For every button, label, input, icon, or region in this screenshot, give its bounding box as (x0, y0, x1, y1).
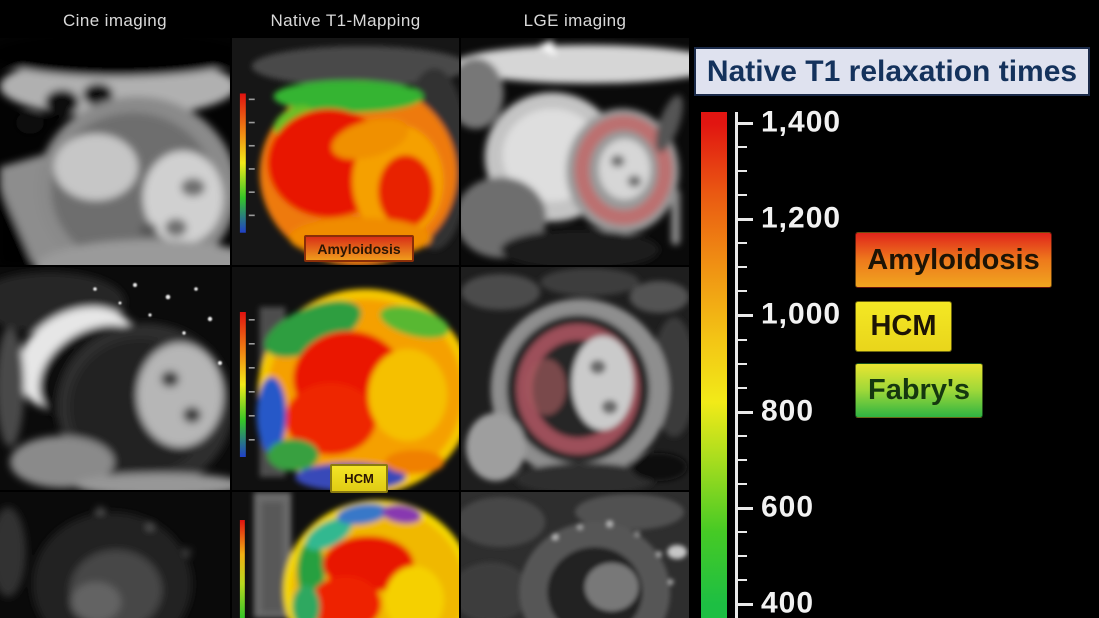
axis-tick-minor (738, 338, 747, 341)
lge-image-row1-art (461, 38, 689, 265)
axis-tick-minor (738, 146, 747, 149)
lge-image-row2-art (461, 267, 689, 490)
axis-tick-minor (738, 194, 747, 197)
axis-tick-label-1200: 1,200 (761, 201, 842, 235)
t1-map-row2-art (232, 267, 459, 490)
t1-map-row2-hcm (232, 267, 459, 490)
t1-axis-line (735, 112, 738, 618)
axis-tick-major (738, 603, 753, 607)
column-header-cine-label: Cine imaging (62, 11, 168, 30)
annotation-fabrys-text: Fabry's (868, 374, 970, 406)
axis-tick-label-800: 800 (761, 394, 815, 428)
axis-tick-label-400: 400 (761, 586, 815, 618)
mini-colorbar-row1 (239, 93, 246, 233)
axis-tick-minor (738, 170, 747, 173)
annotation-hcm: HCM (855, 301, 952, 352)
cine-mri-row3-art (0, 492, 230, 618)
column-header-t1-mapping-label: Native T1-Mapping (270, 11, 421, 30)
t1-map-row1-art (232, 38, 459, 265)
axis-tick-minor (738, 266, 747, 269)
axis-tick-minor (738, 482, 747, 485)
t1-map-row1-amyloidosis (232, 38, 459, 265)
axis-tick-minor (738, 434, 747, 437)
t1-overlay-label-amyloidosis: Amyloidosis (304, 235, 414, 262)
axis-tick-minor (738, 242, 747, 245)
t1-axis-ticks: 1,400 1,200 1,000 800 600 400 (738, 0, 1038, 618)
column-header-lge: LGE imaging (461, 8, 689, 34)
t1-map-row3-art (232, 492, 459, 618)
annotation-hcm-text: HCM (870, 310, 937, 342)
axis-tick-label-600: 600 (761, 490, 815, 524)
axis-tick-label-1000: 1,000 (761, 297, 842, 331)
column-header-lge-label: LGE imaging (523, 11, 627, 30)
axis-tick-minor (738, 362, 747, 365)
mini-colorbar-row2 (239, 312, 246, 457)
lge-image-row3-art (461, 492, 689, 618)
axis-tick-minor (738, 531, 747, 534)
t1-colorbar (701, 112, 727, 618)
cine-mri-row2-art (0, 267, 230, 490)
axis-tick-minor (738, 458, 747, 461)
axis-tick-minor (738, 290, 747, 293)
cine-mri-row1-amyloidosis (0, 38, 230, 265)
column-header-cine: Cine imaging (0, 8, 230, 34)
axis-tick-major (738, 410, 753, 414)
cine-mri-row1-art (0, 38, 230, 265)
t1-overlay-label-hcm: HCM (330, 464, 388, 493)
panel-title-text: Native T1 relaxation times (706, 54, 1078, 88)
panel-title: Native T1 relaxation times (694, 47, 1090, 96)
cine-mri-row2-hcm (0, 267, 230, 490)
axis-tick-label-1400: 1,400 (761, 105, 842, 139)
axis-tick-minor (738, 386, 747, 389)
axis-tick-major (738, 218, 753, 222)
lge-image-row1-amyloidosis (461, 38, 689, 265)
axis-tick-major (738, 314, 753, 318)
axis-tick-minor (738, 555, 747, 558)
cine-mri-row3 (0, 492, 230, 618)
lge-image-row2-hcm (461, 267, 689, 490)
t1-overlay-label-amyloidosis-text: Amyloidosis (317, 240, 401, 257)
axis-tick-minor (738, 579, 747, 582)
annotation-fabrys: Fabry's (855, 363, 983, 418)
axis-tick-major (738, 122, 753, 125)
column-header-t1-mapping: Native T1-Mapping (232, 8, 459, 34)
lge-image-row3 (461, 492, 689, 618)
mini-colorbar-row3 (239, 520, 245, 618)
annotation-amyloidosis: Amyloidosis (855, 232, 1052, 288)
annotation-amyloidosis-text: Amyloidosis (867, 243, 1040, 276)
axis-tick-major (738, 506, 753, 510)
t1-overlay-label-hcm-text: HCM (344, 471, 374, 486)
t1-map-row3 (232, 492, 459, 618)
